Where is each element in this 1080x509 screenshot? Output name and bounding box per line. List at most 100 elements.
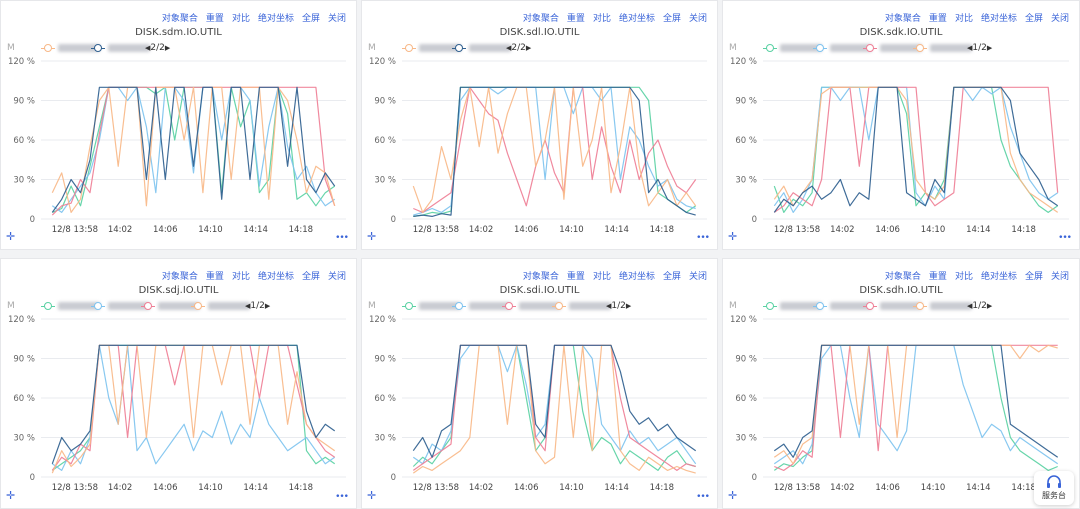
legend-item[interactable]: [863, 299, 922, 313]
legend-item[interactable]: [863, 41, 922, 55]
legend-item[interactable]: [913, 41, 972, 55]
legend-item[interactable]: [402, 41, 461, 55]
close-button[interactable]: 关闭: [327, 272, 346, 282]
more-options-icon[interactable]: •••: [696, 492, 710, 502]
legend-item[interactable]: [91, 299, 150, 313]
reset-button[interactable]: 重置: [928, 272, 947, 282]
legend-item[interactable]: [41, 41, 100, 55]
add-panel-icon[interactable]: ✛: [367, 489, 377, 502]
legend-pager: ◀1/2▶: [967, 43, 992, 53]
x-tick-label: 14:18: [650, 483, 675, 493]
fullscreen-button[interactable]: 全屏: [301, 272, 320, 282]
aggregate-button[interactable]: 对象聚合: [522, 14, 559, 24]
legend-item[interactable]: [763, 299, 822, 313]
legend-item[interactable]: [402, 299, 461, 313]
legend-item[interactable]: [452, 299, 511, 313]
legend-item[interactable]: [913, 299, 972, 313]
legend-item[interactable]: [91, 41, 150, 55]
legend-item[interactable]: [41, 299, 100, 313]
x-tick-label: 14:06: [514, 483, 539, 493]
legend-item[interactable]: [813, 299, 872, 313]
close-button[interactable]: 关闭: [688, 14, 707, 24]
fullscreen-button[interactable]: 全屏: [662, 14, 681, 24]
pager-prev-icon[interactable]: ◀: [245, 302, 251, 310]
pager-prev-icon[interactable]: ◀: [967, 44, 973, 52]
pager-text: 2/2: [150, 43, 165, 53]
aggregate-button[interactable]: 对象聚合: [522, 272, 559, 282]
pager-next-icon[interactable]: ▶: [986, 44, 993, 52]
add-panel-icon[interactable]: ✛: [728, 230, 738, 243]
absolute-axis-button[interactable]: 绝对坐标: [980, 14, 1017, 24]
fullscreen-button[interactable]: 全屏: [301, 14, 320, 24]
compare-button[interactable]: 对比: [954, 272, 973, 282]
y-tick-label: 120 %: [369, 315, 396, 325]
legend-marker-icon: [913, 301, 927, 311]
compare-button[interactable]: 对比: [231, 272, 250, 282]
more-options-icon[interactable]: •••: [335, 492, 349, 502]
absolute-axis-button[interactable]: 绝对坐标: [618, 14, 655, 24]
pager-next-icon[interactable]: ▶: [625, 302, 632, 310]
close-button[interactable]: 关闭: [1050, 14, 1069, 24]
add-panel-icon[interactable]: ✛: [728, 489, 738, 502]
reset-button[interactable]: 重置: [566, 272, 585, 282]
fullscreen-button[interactable]: 全屏: [662, 272, 681, 282]
reset-button[interactable]: 重置: [566, 14, 585, 24]
pager-next-icon[interactable]: ▶: [164, 44, 171, 52]
legend-item[interactable]: [452, 41, 511, 55]
aggregate-button[interactable]: 对象聚合: [161, 14, 198, 24]
fullscreen-button[interactable]: 全屏: [1024, 272, 1043, 282]
x-tick-label: 14:10: [559, 483, 584, 493]
pager-next-icon[interactable]: ▶: [264, 302, 271, 310]
aggregate-button[interactable]: 对象聚合: [161, 272, 198, 282]
add-panel-icon[interactable]: ✛: [367, 230, 377, 243]
add-panel-icon[interactable]: ✛: [6, 230, 16, 243]
more-options-icon[interactable]: •••: [696, 233, 710, 243]
series-line-pink: [51, 344, 336, 471]
axis-unit-marker: M: [7, 43, 15, 53]
legend-item[interactable]: [191, 299, 250, 313]
legend-item[interactable]: [141, 299, 200, 313]
legend-label-redacted: [780, 44, 822, 52]
aggregate-button[interactable]: 对象聚合: [884, 272, 921, 282]
pager-text: 1/2: [611, 301, 626, 311]
absolute-axis-button[interactable]: 绝对坐标: [618, 272, 655, 282]
compare-button[interactable]: 对比: [954, 14, 973, 24]
legend-item[interactable]: [552, 299, 611, 313]
aggregate-button[interactable]: 对象聚合: [884, 14, 921, 24]
x-tick-label: 14:06: [514, 225, 539, 235]
close-button[interactable]: 关闭: [1050, 272, 1069, 282]
add-panel-icon[interactable]: ✛: [6, 489, 16, 502]
chart-svg: 0 30 % 60 % 90 % 120 % 12/8 13:58 14:02 14:06 14…: [730, 57, 1069, 235]
absolute-axis-button[interactable]: 绝对坐标: [257, 272, 294, 282]
compare-button[interactable]: 对比: [592, 272, 611, 282]
absolute-axis-button[interactable]: 绝对坐标: [980, 272, 1017, 282]
compare-button[interactable]: 对比: [231, 14, 250, 24]
y-tick-label: 60 %: [13, 394, 35, 404]
close-button[interactable]: 关闭: [688, 272, 707, 282]
fullscreen-button[interactable]: 全屏: [1024, 14, 1043, 24]
x-tick-label: 14:06: [875, 483, 900, 493]
reset-button[interactable]: 重置: [205, 14, 224, 24]
legend-label-redacted: [880, 44, 922, 52]
more-options-icon[interactable]: •••: [1058, 233, 1072, 243]
more-options-icon[interactable]: •••: [335, 233, 349, 243]
compare-button[interactable]: 对比: [592, 14, 611, 24]
series-line-orange: [773, 86, 1059, 213]
axis-unit-marker: M: [729, 301, 737, 311]
pager-next-icon[interactable]: ▶: [525, 44, 532, 52]
service-desk-button[interactable]: 服务台: [1034, 471, 1074, 505]
pager-next-icon[interactable]: ▶: [986, 302, 993, 310]
legend-item[interactable]: [813, 41, 872, 55]
panel-toolbar: 对象聚合 重置 对比 绝对坐标 全屏 关闭: [885, 269, 1069, 282]
legend-item[interactable]: [502, 299, 561, 313]
close-button[interactable]: 关闭: [327, 14, 346, 24]
legend-item[interactable]: [763, 41, 822, 55]
pager-prev-icon[interactable]: ◀: [506, 44, 512, 52]
pager-prev-icon[interactable]: ◀: [145, 44, 151, 52]
absolute-axis-button[interactable]: 绝对坐标: [257, 14, 294, 24]
reset-button[interactable]: 重置: [205, 272, 224, 282]
panel-toolbar: 对象聚合 重置 对比 绝对坐标 全屏 关闭: [523, 11, 707, 24]
pager-prev-icon[interactable]: ◀: [967, 302, 973, 310]
reset-button[interactable]: 重置: [928, 14, 947, 24]
pager-prev-icon[interactable]: ◀: [606, 302, 612, 310]
